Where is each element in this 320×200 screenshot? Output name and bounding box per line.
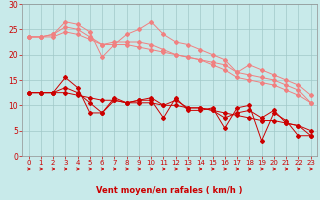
X-axis label: Vent moyen/en rafales ( km/h ): Vent moyen/en rafales ( km/h )	[96, 186, 243, 195]
